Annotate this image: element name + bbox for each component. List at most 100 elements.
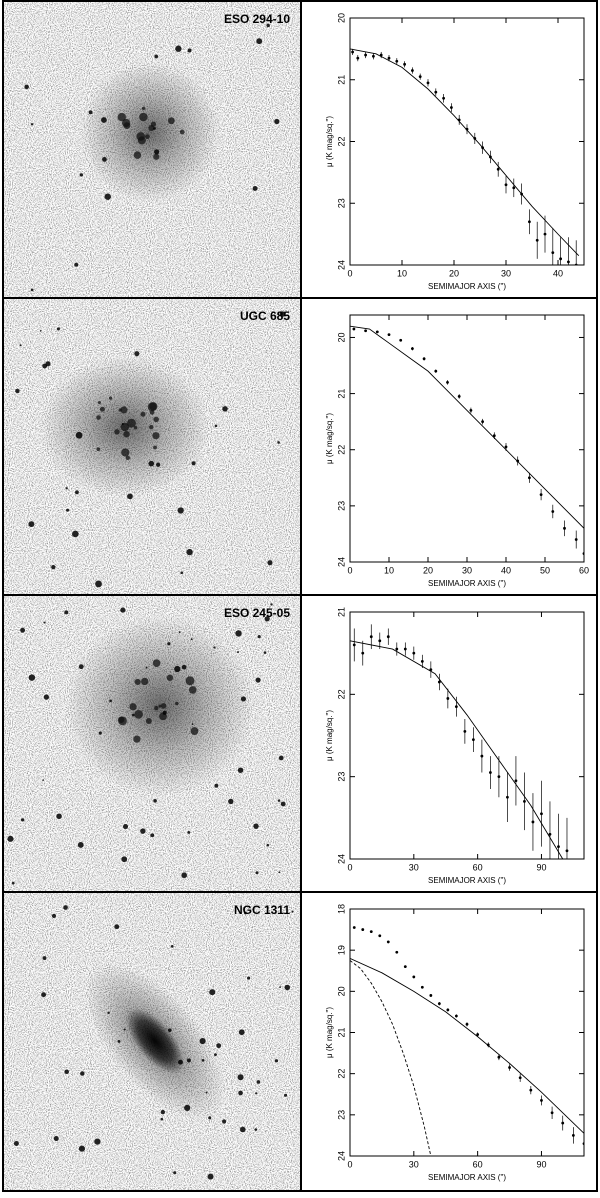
data-point	[567, 260, 570, 264]
y-tick-label: 22	[336, 689, 346, 699]
data-point	[361, 928, 365, 931]
plot-frame	[349, 314, 585, 563]
data-point	[571, 1134, 575, 1137]
y-tick-label: 24	[336, 854, 346, 864]
star-knot	[118, 408, 122, 412]
data-point	[528, 220, 531, 224]
field-star	[123, 1028, 126, 1031]
data-point	[476, 1033, 480, 1036]
field-star	[13, 1140, 19, 1146]
field-star	[80, 1071, 85, 1076]
field-star	[75, 431, 83, 439]
data-point	[420, 660, 424, 663]
y-tick-label: 23	[336, 772, 346, 782]
data-point	[469, 409, 473, 412]
x-tick-label: 30	[409, 862, 419, 872]
field-star	[263, 651, 267, 654]
y-tick-label: 22	[336, 1069, 346, 1079]
field-star	[205, 1091, 208, 1094]
x-axis-label: SEMIMAJOR AXIS (")	[428, 876, 506, 885]
field-star	[127, 493, 133, 500]
field-star	[252, 186, 258, 191]
field-star	[240, 696, 247, 702]
data-point	[429, 668, 433, 672]
plot-frame	[349, 908, 585, 1157]
field-star	[266, 843, 270, 847]
data-point	[446, 1008, 450, 1012]
y-tick-label: 23	[336, 501, 346, 511]
data-point	[557, 845, 560, 849]
field-star	[64, 1069, 70, 1075]
field-star	[256, 38, 263, 45]
data-point	[446, 380, 449, 384]
field-star	[255, 1092, 258, 1095]
field-star	[79, 173, 84, 177]
field-star	[236, 651, 239, 654]
data-point	[403, 965, 407, 969]
data-point	[528, 476, 531, 480]
field-star	[180, 571, 184, 575]
star-knot	[144, 134, 150, 140]
star-knot	[141, 677, 149, 686]
field-star	[72, 530, 79, 538]
star-knot	[167, 117, 175, 125]
star-knot	[190, 727, 199, 735]
field-star	[278, 755, 284, 761]
field-star	[190, 638, 193, 641]
field-star	[274, 1059, 279, 1063]
field-star	[228, 798, 234, 805]
data-point	[369, 930, 373, 934]
field-star	[187, 48, 192, 53]
field-star	[255, 677, 261, 683]
data-point	[364, 53, 367, 57]
star-knot	[133, 151, 142, 159]
star-knot	[148, 124, 155, 132]
field-star	[42, 956, 47, 960]
field-star	[199, 1038, 206, 1045]
data-point	[356, 56, 360, 60]
field-star	[240, 1126, 246, 1133]
star-knot	[121, 448, 130, 457]
fit-curve	[350, 325, 584, 529]
field-star	[88, 110, 93, 115]
field-star	[160, 1109, 165, 1115]
y-axis-label: μ (K mag/sq.")	[325, 1007, 334, 1058]
y-tick-label: 22	[336, 445, 346, 455]
field-star	[222, 406, 228, 412]
data-point	[442, 96, 445, 100]
data-point	[563, 526, 566, 530]
data-point	[411, 69, 414, 72]
star-knot	[134, 678, 141, 686]
field-star	[95, 580, 102, 588]
data-point	[420, 985, 424, 989]
data-point	[471, 738, 475, 742]
data-point	[454, 1014, 458, 1018]
data-point	[523, 799, 526, 803]
field-star	[257, 634, 261, 639]
data-point	[399, 338, 403, 342]
star-knot	[136, 132, 146, 141]
data-point	[372, 54, 375, 58]
fit-curve	[350, 960, 432, 1156]
field-star	[186, 548, 193, 556]
field-star	[162, 710, 167, 715]
data-point	[352, 926, 356, 929]
data-point	[375, 330, 379, 334]
fit-curve	[350, 48, 580, 257]
field-star	[19, 344, 22, 347]
star-knot	[99, 406, 105, 412]
data-point	[395, 950, 399, 954]
data-point	[480, 754, 484, 758]
fit-curve	[350, 640, 564, 859]
data-point	[387, 56, 391, 60]
field-star	[177, 507, 184, 514]
x-tick-label: 0	[347, 862, 352, 872]
star-knot	[120, 406, 128, 414]
star-knot	[179, 129, 185, 135]
field-star	[153, 127, 156, 130]
star-knot	[114, 429, 120, 435]
y-tick-label: 24	[336, 557, 346, 567]
field-star	[66, 508, 70, 512]
field-star	[65, 487, 68, 490]
data-point	[506, 795, 509, 799]
